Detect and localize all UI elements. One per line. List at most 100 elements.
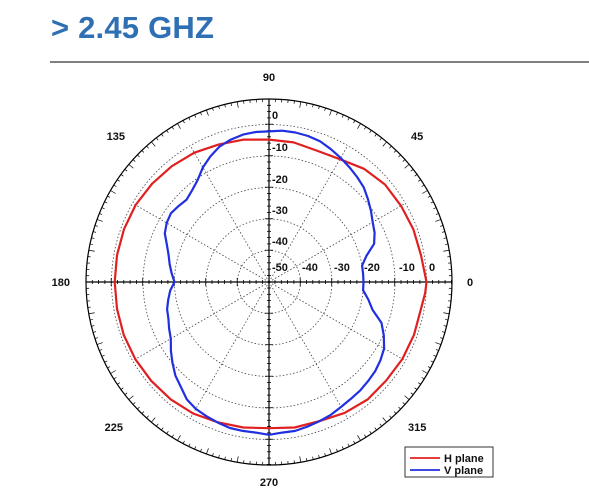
perimeter-tick — [374, 133, 377, 137]
perimeter-tick — [137, 154, 140, 158]
angle-label-0: 0 — [467, 277, 473, 289]
perimeter-tick — [194, 446, 197, 450]
perimeter-tick — [389, 415, 392, 419]
perimeter-tick — [194, 114, 197, 118]
perimeter-tick — [156, 137, 159, 141]
legend-box — [404, 446, 494, 478]
angle-label-270: 270 — [260, 477, 278, 489]
perimeter-tick — [113, 377, 117, 380]
perimeter-tick — [306, 457, 308, 462]
perimeter-tick — [336, 112, 338, 116]
perimeter-tick — [364, 126, 367, 130]
perimeter-tick — [347, 117, 350, 121]
perimeter-tick — [318, 454, 320, 459]
angle-label-135: 135 — [107, 131, 125, 143]
grid-spoke — [132, 202, 270, 283]
angle-label-225: 225 — [105, 422, 123, 434]
perimeter-tick — [441, 231, 446, 233]
perimeter-tick — [393, 150, 397, 153]
perimeter-tick — [88, 249, 95, 252]
perimeter-tick — [299, 101, 302, 108]
perimeter-tick — [89, 319, 94, 321]
perimeter-tick — [171, 126, 174, 130]
perimeter-tick — [435, 213, 439, 215]
legend-label-v-plane: V plane — [444, 465, 483, 477]
series-group — [113, 129, 428, 436]
perimeter-tick — [161, 133, 164, 137]
perimeter-tick — [212, 107, 214, 111]
perimeter-tick — [353, 440, 356, 444]
perimeter-tick — [357, 123, 361, 129]
perimeter-tick — [212, 453, 214, 457]
perimeter-tick — [161, 427, 164, 431]
perimeter-tick — [94, 337, 98, 339]
radial-label: -10 — [272, 142, 288, 154]
polar-grid — [85, 98, 453, 466]
perimeter-tick — [107, 366, 111, 369]
perimeter-tick — [91, 325, 95, 327]
perimeter-tick — [110, 190, 116, 194]
legend: H plane V plane — [404, 446, 494, 478]
perimeter-tick — [398, 406, 401, 410]
perimeter-tick — [206, 109, 209, 116]
perimeter-tick — [382, 417, 387, 423]
perimeter-tick — [312, 456, 314, 460]
perimeter-tick — [422, 190, 428, 194]
perimeter-tick — [151, 141, 156, 147]
perimeter-tick — [430, 201, 434, 204]
angle-label-90: 90 — [263, 72, 275, 84]
perimeter-tick — [336, 448, 338, 452]
radial-label: -30 — [334, 262, 350, 274]
perimeter-tick — [422, 370, 428, 374]
perimeter-tick — [124, 392, 128, 395]
perimeter-tick — [433, 207, 437, 210]
perimeter-tick — [166, 431, 169, 434]
perimeter-tick — [427, 366, 431, 369]
perimeter-tick — [440, 225, 444, 227]
perimeter-tick — [91, 237, 95, 239]
perimeter-tick — [364, 434, 367, 438]
perimeter-tick — [382, 141, 387, 147]
perimeter-tick — [224, 456, 226, 460]
perimeter-tick — [443, 249, 450, 252]
series-line-h-plane — [113, 138, 428, 430]
perimeter-tick — [369, 431, 372, 434]
radial-label: -40 — [272, 236, 288, 248]
perimeter-tick — [151, 417, 156, 423]
perimeter-tick — [404, 395, 410, 400]
perimeter-tick — [236, 456, 239, 463]
perimeter-tick — [141, 150, 145, 153]
perimeter-tick — [410, 392, 414, 395]
perimeter-tick — [177, 123, 181, 129]
perimeter-tick — [200, 448, 202, 452]
perimeter-tick — [146, 415, 149, 419]
perimeter-tick — [120, 174, 124, 177]
perimeter-tick — [113, 184, 117, 187]
page-title: > 2.45 GHZ — [51, 10, 215, 45]
perimeter-tick — [402, 402, 406, 405]
perimeter-tick — [182, 120, 185, 124]
perimeter-tick — [430, 360, 434, 363]
perimeter-tick — [89, 243, 94, 245]
perimeter-tick — [421, 184, 425, 187]
perimeter-tick — [374, 427, 377, 431]
perimeter-tick — [414, 174, 418, 177]
perimeter-tick — [92, 231, 97, 233]
perimeter-tick — [104, 360, 108, 363]
perimeter-tick — [441, 331, 446, 333]
perimeter-tick — [92, 331, 97, 333]
radial-label: -20 — [364, 262, 380, 274]
perimeter-tick — [410, 169, 414, 172]
perimeter-tick — [218, 454, 220, 459]
perimeter-tick — [88, 312, 95, 315]
perimeter-tick — [101, 207, 105, 210]
perimeter-tick — [177, 435, 181, 441]
perimeter-tick — [418, 382, 421, 385]
perimeter-tick — [341, 114, 344, 118]
perimeter-tick — [96, 342, 103, 345]
perimeter-tick — [443, 312, 450, 315]
perimeter-tick — [353, 120, 356, 124]
perimeter-tick — [110, 370, 116, 374]
series-line-v-plane — [163, 129, 386, 436]
